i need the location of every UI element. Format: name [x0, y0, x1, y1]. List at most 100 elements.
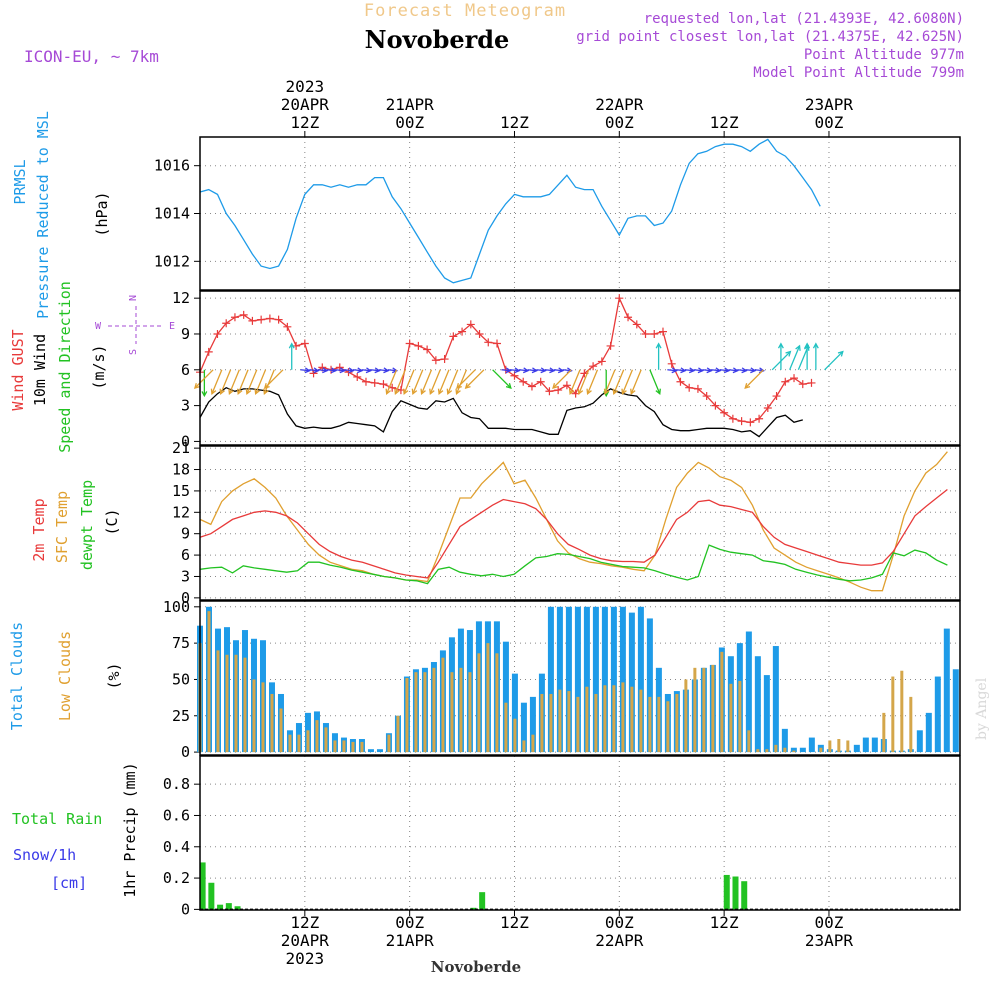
y-tick-label: 0: [181, 900, 190, 918]
gust-marker: [248, 316, 257, 325]
gust-marker: [632, 320, 641, 329]
wind-arrow-head: [446, 388, 453, 395]
wind-direction-arrow: [438, 369, 450, 394]
label-cm: [cm]: [51, 874, 87, 892]
rain-bar: [199, 862, 206, 910]
wind-arrow-head: [394, 388, 400, 395]
total-cloud-bar: [808, 737, 815, 753]
wind-arrow-head: [411, 388, 418, 395]
label-total-rain: Total Rain: [12, 810, 102, 828]
low-cloud-bar: [720, 651, 724, 753]
gust-marker: [414, 341, 423, 350]
total-cloud-bar: [916, 730, 923, 753]
wind-direction-arrow: [326, 369, 336, 372]
wind-arrow-head: [464, 383, 471, 389]
total-cloud-bar: [637, 606, 644, 753]
wind-direction-arrow: [394, 369, 406, 394]
wind-direction-arrow: [744, 369, 764, 389]
wind-arrow-head: [557, 367, 565, 374]
wind-direction-arrow: [737, 369, 747, 372]
low-cloud-bar: [711, 664, 715, 753]
low-cloud-bar: [342, 740, 346, 753]
total-cloud-bar: [790, 747, 797, 753]
wind-direction-arrow: [447, 369, 459, 394]
gust-marker: [449, 332, 458, 341]
label-prmsl: PRMSL: [11, 159, 29, 204]
total-cloud-bar: [565, 606, 572, 753]
rain-bar: [732, 876, 739, 910]
total-cloud-bar: [502, 641, 509, 753]
wind-direction-arrow: [719, 369, 729, 372]
wind-arrow-head: [402, 388, 409, 395]
wind-arrow-head: [795, 344, 801, 351]
wind-arrow-head: [420, 388, 426, 395]
wind-arrow-head: [586, 388, 592, 395]
low-cloud-bar: [279, 708, 283, 753]
wind-direction-arrow: [379, 369, 389, 372]
gust-marker: [493, 339, 502, 348]
low-cloud-bar: [270, 693, 274, 753]
low-cloud-bar: [333, 740, 337, 753]
y-tick-label: 12: [172, 503, 190, 521]
wind-direction-arrow: [536, 369, 546, 372]
gust-marker: [755, 414, 764, 423]
wind-direction-arrow: [824, 351, 844, 371]
label-pressure-msl: Pressure Reduced to MSL: [34, 111, 52, 319]
wind-direction-arrow: [693, 369, 703, 372]
total-cloud-bar: [376, 749, 383, 753]
wind-arrow-head: [804, 342, 811, 349]
low-cloud-bar: [693, 667, 697, 753]
gust-marker: [763, 403, 772, 412]
wind-direction-arrow: [421, 369, 433, 394]
rain-bar: [479, 892, 486, 910]
wind-arrow-head: [210, 388, 217, 395]
gust-marker: [641, 329, 650, 338]
wind-direction-arrow: [613, 369, 625, 394]
gust-marker: [728, 414, 737, 423]
wind-arrow-head: [236, 388, 243, 395]
low-cloud-bar: [450, 672, 454, 753]
gust-marker: [798, 380, 807, 389]
wind-arrow-head: [514, 367, 521, 374]
gust-marker: [650, 329, 659, 338]
rain-bar: [234, 906, 241, 910]
wind-direction-arrow: [544, 369, 555, 372]
time-label-bottom: 20APR: [281, 931, 330, 950]
low-cloud-bar: [738, 680, 742, 753]
pressure-line: [199, 138, 821, 284]
wind-direction-arrow: [370, 369, 380, 372]
low-cloud-bar: [783, 747, 787, 753]
total-cloud-bar: [853, 744, 860, 753]
wind-direction-arrow: [604, 369, 616, 394]
low-cloud-bar: [306, 730, 310, 753]
wind-arrow-head: [201, 391, 208, 398]
gust-marker: [536, 377, 545, 386]
label-precip-mm: 1hr Precip (mm): [121, 762, 139, 897]
label-dewpt-temp: dewpt Temp: [78, 480, 96, 570]
wind-arrow-head: [715, 367, 722, 374]
wind-direction-arrow: [300, 369, 310, 372]
low-cloud-bar: [756, 749, 760, 753]
time-label-top: 22APR: [595, 95, 644, 114]
low-cloud-bar: [882, 712, 886, 753]
low-cloud-bar: [486, 643, 490, 753]
rain-bar: [470, 907, 477, 910]
total-cloud-bar: [367, 749, 374, 753]
y-tick-label: 9: [181, 525, 190, 543]
total-cloud-bar: [601, 606, 608, 753]
y-tick-label: 6: [181, 361, 190, 379]
low-cloud-bar: [405, 678, 409, 753]
wind-direction-arrow: [789, 345, 801, 371]
wind-direction-arrow: [194, 369, 214, 389]
total-cloud-bar: [934, 676, 941, 753]
wind-direction-arrow: [255, 369, 267, 394]
gust-marker: [746, 418, 755, 427]
wind-speed-line: [199, 386, 803, 438]
rain-bar: [208, 882, 215, 910]
gust-marker: [440, 355, 449, 364]
wind-arrow-head: [671, 367, 678, 374]
total-cloud-bar: [556, 606, 563, 753]
wind-arrow-head: [228, 388, 234, 395]
time-label-bottom: 00Z: [815, 913, 844, 932]
gust-marker: [510, 371, 519, 380]
